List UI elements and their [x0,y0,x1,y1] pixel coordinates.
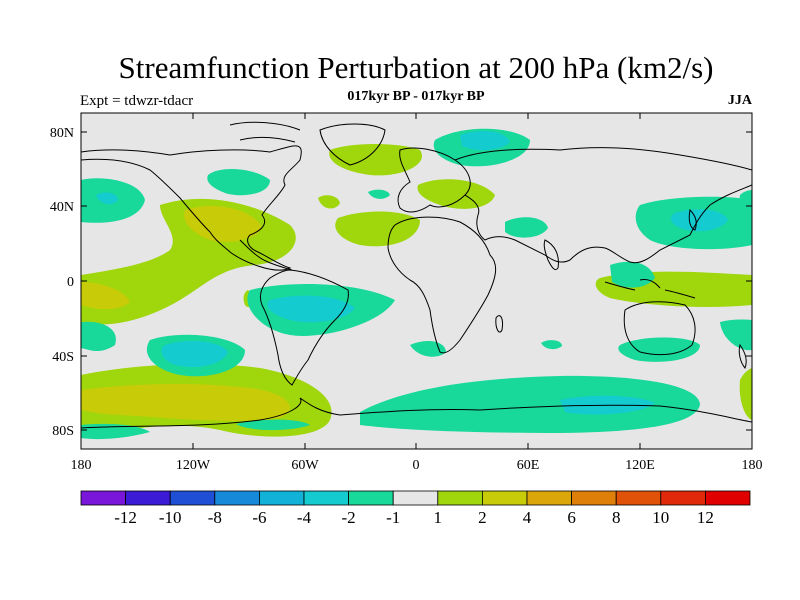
contour-negative-core [161,340,228,368]
lat-label: 0 [67,275,74,290]
coastline-greenland [319,123,386,166]
colorbar-label: 10 [652,508,669,527]
colorbar-box [169,490,216,506]
lon-labels: 180 120W 60W 0 60E 120E 180 [71,458,763,473]
contour-positive [739,368,752,420]
contour-negative [360,375,700,433]
lon-label: 120E [625,458,655,473]
colorbar-label: -10 [159,508,182,527]
experiment-label: Expt = tdwzr-tdacr [80,93,194,109]
contour-positive [329,144,422,176]
colorbar-label: 4 [523,508,532,527]
lon-label: 180 [742,458,763,473]
colorbar-label: 1 [434,508,443,527]
lon-label: 60E [517,458,540,473]
coastline-south-america [259,269,349,386]
contour-negative-core [670,209,728,232]
coastline-madagascar [495,315,503,333]
lat-ticks [81,131,752,431]
colorbar-box [526,490,572,506]
contour-positive [417,179,495,209]
colorbar-box [437,490,483,506]
colorbar [80,490,751,506]
lon-ticks [192,113,641,449]
colorbar-box [615,490,662,506]
colorbar-label: -8 [208,508,222,527]
coastline-japan [688,208,697,231]
contour-negative [739,190,752,210]
colorbar-label: -6 [252,508,266,527]
contour-negative [236,419,310,431]
contour-negative [541,340,562,350]
colorbar-box [125,490,171,506]
coastline-antarctica [81,397,752,429]
colorbar-box [214,490,260,506]
lat-label: 40N [50,200,74,215]
coastline-africa [387,216,497,354]
lat-labels: 80N 40N 0 40S 80S [50,126,74,439]
contour-positive-core [81,384,290,422]
colorbar-box [80,490,126,506]
contour-negative-core [267,295,355,323]
coastline-indonesia [604,279,696,299]
contour-negative [207,168,270,196]
contour-negative [610,261,655,288]
lat-label: 80S [52,424,74,439]
contour-positive [335,211,420,247]
colorbar-box [705,490,751,506]
colorbar-label: -2 [342,508,356,527]
colorbar-box [303,490,349,506]
coastline-north-america [81,145,302,271]
contour-negative [505,217,548,238]
colorbar-label: -4 [297,508,312,527]
colorbar-box [481,490,528,506]
contour-negative [618,337,700,362]
colorbar-box [660,490,706,506]
contour-negative-core [96,192,118,205]
colorbar-labels: -12 -10 -8 -6 -4 -2 -1 1 2 4 6 8 10 12 [114,508,714,527]
colorbar-label: 6 [567,508,576,527]
lat-label: 80N [50,126,74,141]
colorbar-box [571,490,617,506]
contour-positive-core [81,282,130,310]
contour-positive [318,195,340,209]
coastlines [81,121,752,429]
coastline-australia [623,301,696,356]
colorbar-box [348,490,394,506]
lon-label: 0 [413,458,420,473]
contour-negative [368,189,390,199]
contour-positive-core [184,206,262,242]
season-label: JJA [727,93,752,108]
colorbar-label: 2 [478,508,487,527]
lat-label: 40S [52,350,74,365]
lon-label: 60W [291,458,319,473]
contour-negative [81,321,116,352]
coastline-arctic-islands [229,121,301,143]
period-label: 017kyr BP - 017kyr BP [347,89,485,104]
coastline-central-america [239,239,293,271]
colorbar-label: 12 [697,508,714,527]
map-title: Streamfunction Perturbation at 200 hPa (… [118,50,714,85]
lon-label: 120W [176,458,211,473]
coastline-india [543,239,559,271]
contour-negative-core [460,130,510,151]
contour-negative [720,319,752,351]
colorbar-box [392,490,439,506]
colorbar-label: 8 [612,508,621,527]
colorbar-label: -1 [386,508,400,527]
coastline-asia [454,147,752,264]
colorbar-label: -12 [114,508,137,527]
colorbar-box [258,490,305,506]
coastline-new-zealand [738,343,747,369]
lon-label: 180 [71,458,92,473]
